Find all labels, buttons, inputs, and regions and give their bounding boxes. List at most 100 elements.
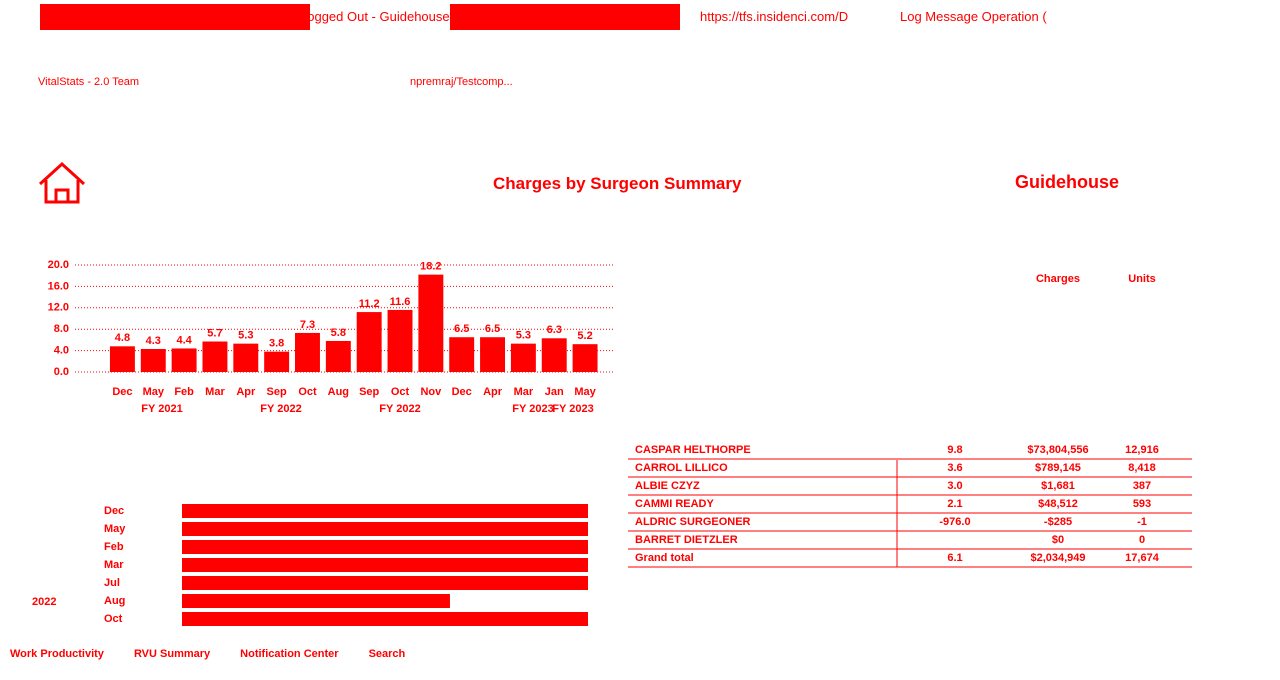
- data-label: 5.7: [207, 327, 222, 339]
- taskbar-item[interactable]: Notification Center: [240, 648, 339, 660]
- bookmark[interactable]: VitalStats - 2.0 Team: [38, 76, 140, 88]
- x-tick-label: Nov: [420, 386, 442, 398]
- table-cell: 0: [1139, 534, 1145, 546]
- x-tick-label: Sep: [267, 386, 287, 398]
- bar: [449, 337, 475, 372]
- x-tick-label: Apr: [236, 386, 256, 398]
- x-tick-label: Oct: [391, 386, 410, 398]
- data-label: 5.3: [516, 330, 531, 342]
- table-cell: 3.0: [947, 480, 962, 492]
- data-label: 7.3: [300, 319, 315, 331]
- bar: [480, 337, 506, 372]
- bar: [182, 558, 588, 572]
- table-cell: Grand total: [635, 552, 694, 564]
- group-label: FY 2023: [512, 403, 553, 415]
- year-label: 2022: [32, 596, 56, 608]
- y-tick-label: 12.0: [48, 302, 69, 314]
- y-tick-label: Feb: [104, 541, 124, 553]
- tab[interactable]: https://tfs.insidenci.com/D: [700, 9, 849, 24]
- bar: [109, 346, 135, 372]
- bookmark[interactable]: npremraj/Testcomp...: [410, 76, 513, 88]
- bar: [572, 344, 598, 372]
- logo: Guidehouse: [1015, 172, 1120, 192]
- taskbar-item[interactable]: RVU Summary: [133, 648, 211, 660]
- y-tick-label: Mar: [104, 559, 124, 571]
- bar: [418, 274, 444, 372]
- data-label: 11.6: [390, 296, 411, 308]
- x-tick-label: Sep: [359, 386, 379, 398]
- bar: [510, 343, 536, 372]
- table-cell: 387: [1133, 480, 1151, 492]
- tab[interactable]: [450, 4, 680, 30]
- table-cell: 17,674: [1125, 552, 1160, 564]
- bar: [182, 540, 588, 554]
- tab[interactable]: Log Message Operation (: [900, 9, 1047, 24]
- table-cell: $0: [1052, 534, 1064, 546]
- data-label: 4.4: [176, 334, 192, 346]
- data-label: 5.2: [577, 330, 592, 342]
- table-cell: 3.6: [947, 462, 962, 474]
- x-tick-label: Mar: [205, 386, 225, 398]
- table-cell: 6.1: [947, 552, 962, 564]
- bar: [182, 522, 588, 536]
- table-cell: -976.0: [939, 516, 970, 528]
- data-label: 4.3: [146, 335, 161, 347]
- bar: [325, 340, 351, 372]
- table-cell: ALDRIC SURGEONER: [635, 516, 751, 528]
- group-label: FY 2021: [141, 403, 182, 415]
- data-label: 5.8: [331, 327, 346, 339]
- bar: [295, 332, 320, 372]
- data-label: 18.2: [420, 261, 441, 273]
- group-label: FY 2022: [260, 403, 301, 415]
- table-cell: 8,418: [1128, 462, 1156, 474]
- bar: [541, 338, 567, 372]
- bar: [233, 343, 259, 372]
- bar: [264, 351, 290, 372]
- data-label: 6.5: [454, 323, 469, 335]
- tab[interactable]: Logged Out - Guidehouse: [300, 9, 450, 24]
- x-tick-label: Oct: [298, 386, 317, 398]
- y-tick-label: Oct: [104, 613, 123, 625]
- data-label: 6.5: [485, 323, 500, 335]
- bar: [387, 309, 413, 372]
- table-cell: 2.1: [947, 498, 962, 510]
- taskbar-item[interactable]: Work Productivity: [10, 648, 104, 660]
- x-tick-label: Apr: [483, 386, 503, 398]
- y-tick-label: 8.0: [54, 323, 69, 335]
- data-label: 5.3: [238, 330, 253, 342]
- tab[interactable]: [40, 4, 310, 30]
- table-cell: -$285: [1044, 516, 1072, 528]
- data-label: 6.3: [547, 324, 562, 336]
- y-tick-label: Dec: [104, 505, 124, 517]
- y-tick-label: Aug: [104, 595, 125, 607]
- x-tick-label: Jan: [545, 386, 564, 398]
- y-tick-label: 20.0: [48, 259, 69, 271]
- bar: [356, 312, 382, 372]
- bar: [202, 341, 228, 372]
- x-tick-label: Aug: [328, 386, 349, 398]
- bar: [140, 348, 166, 372]
- data-label: 11.2: [359, 298, 380, 310]
- table-cell: BARRET DIETZLER: [635, 534, 738, 546]
- table-cell: $73,804,556: [1027, 444, 1088, 456]
- x-tick-label: Feb: [174, 386, 194, 398]
- data-label: 3.8: [269, 338, 284, 350]
- column-header: Charges: [1036, 273, 1080, 285]
- x-tick-label: May: [143, 386, 165, 398]
- data-label: 4.8: [115, 332, 130, 344]
- table-cell: CAMMI READY: [635, 498, 714, 510]
- table-cell: 9.8: [947, 444, 962, 456]
- y-tick-label: 16.0: [48, 280, 69, 292]
- bar: [182, 504, 588, 518]
- column-header: Units: [1128, 273, 1156, 285]
- bar: [171, 348, 197, 372]
- table-cell: CARROL LILLICO: [635, 462, 728, 474]
- home-icon[interactable]: [36, 160, 88, 206]
- x-tick-label: May: [574, 386, 596, 398]
- table-cell: $48,512: [1038, 498, 1078, 510]
- taskbar-item[interactable]: Search: [368, 648, 406, 660]
- x-tick-label: Dec: [452, 386, 472, 398]
- y-tick-label: Jul: [104, 577, 120, 589]
